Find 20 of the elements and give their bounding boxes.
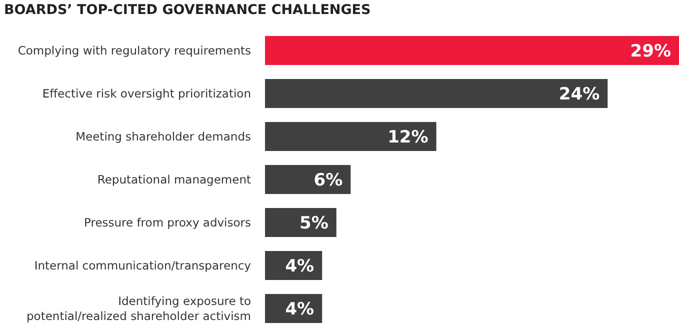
y-tick-label: Effective risk oversight prioritization	[42, 86, 251, 101]
data-label: 12%	[388, 128, 428, 148]
data-label: 24%	[558, 84, 600, 105]
chart-title: BOARDS’ TOP-CITED GOVERNANCE CHALLENGES	[4, 2, 371, 18]
data-label: 6%	[314, 170, 343, 191]
y-tick-label: Complying with regulatory requirements	[18, 44, 251, 58]
y-tick-label: Internal communication/transparency	[34, 258, 252, 273]
y-tick-label: Identifying exposure to potential/realized shareholder activism	[26, 294, 251, 324]
data-label: 4%	[285, 300, 314, 320]
bar	[265, 122, 436, 151]
y-tick-label: Meeting shareholder demands	[76, 130, 251, 144]
data-label: 4%	[285, 256, 314, 277]
y-tick-label: Pressure from proxy advisors	[84, 216, 252, 230]
bar	[265, 165, 351, 194]
y-tick-label: Reputational management	[97, 172, 252, 187]
bar	[265, 208, 336, 237]
data-label: 5%	[300, 214, 328, 234]
bar	[265, 36, 679, 65]
bar	[265, 79, 608, 108]
data-label: 29%	[630, 42, 671, 62]
